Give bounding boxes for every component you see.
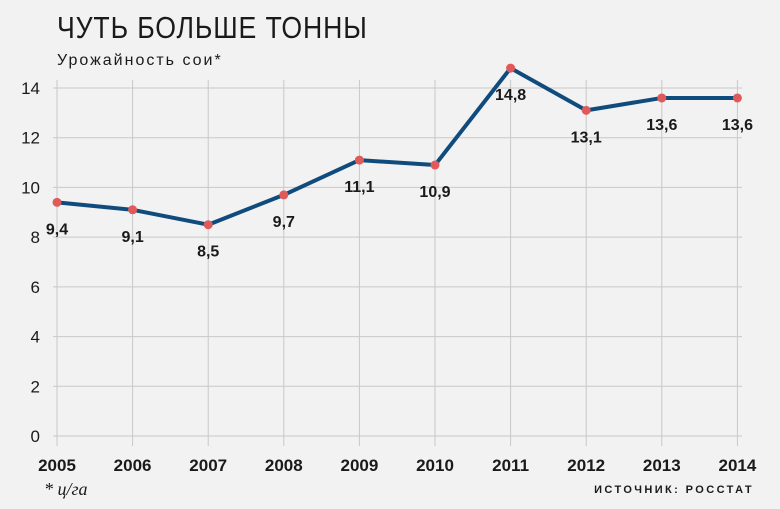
data-point — [203, 220, 213, 230]
data-point — [430, 160, 440, 170]
x-tick-label: 2006 — [114, 456, 152, 475]
x-tick-label: 2014 — [718, 456, 756, 475]
data-point — [354, 155, 364, 165]
data-label: 8,5 — [197, 244, 219, 261]
data-label: 10,9 — [419, 184, 450, 201]
x-tick-label: 2009 — [340, 456, 378, 475]
x-tick-label: 2007 — [189, 456, 227, 475]
series-yield — [55, 66, 740, 227]
y-tick-label: 4 — [31, 328, 40, 347]
x-axis-ticks: 2005 2006 2007 2008 2009 2010 2011 2012 2013 2014 — [38, 456, 757, 475]
data-label: 9,4 — [46, 221, 68, 238]
source-note: ИСТОЧНИК: РОССТАТ — [594, 484, 754, 496]
x-tick-label: 2011 — [492, 456, 529, 475]
data-markers — [52, 63, 742, 230]
y-tick-label: 2 — [31, 377, 40, 396]
data-point — [581, 105, 591, 115]
y-tick-label: 10 — [21, 178, 40, 197]
series-line — [55, 66, 740, 227]
y-tick-label: 6 — [31, 278, 40, 297]
chart-subtitle: Урожайность сои* — [57, 52, 223, 69]
data-point — [279, 190, 289, 200]
chart-title: ЧУТЬ БОЛЬШЕ ТОННЫ — [57, 10, 368, 45]
data-label: 9,7 — [273, 214, 295, 231]
y-tick-label: 0 — [31, 427, 40, 446]
x-tick-label: 2005 — [38, 456, 76, 475]
x-tick-label: 2008 — [265, 456, 303, 475]
data-label: 11,1 — [344, 179, 374, 196]
data-label: 9,1 — [121, 229, 143, 246]
y-tick-label: 12 — [21, 129, 40, 148]
data-label: 13,6 — [722, 117, 753, 134]
data-label: 13,1 — [571, 129, 602, 146]
data-point — [128, 205, 138, 215]
data-label: 14,8 — [495, 87, 526, 104]
footnote: * ц/га — [44, 479, 88, 499]
x-tick-label: 2012 — [567, 456, 605, 475]
y-tick-label: 8 — [31, 228, 40, 247]
data-labels: 9,4 9,1 8,5 9,7 11,1 10,9 14,8 13,1 13,6 13,6 — [46, 87, 753, 261]
data-point — [52, 197, 62, 207]
grid-lines — [53, 80, 742, 446]
x-tick-label: 2013 — [643, 456, 681, 475]
data-point — [506, 63, 516, 73]
y-tick-label: 14 — [21, 79, 40, 98]
x-tick-label: 2010 — [416, 456, 454, 475]
data-point — [732, 93, 742, 103]
data-label: 13,6 — [646, 117, 677, 134]
data-point — [657, 93, 667, 103]
y-axis-ticks: 0 2 4 6 8 10 12 14 — [21, 79, 40, 446]
